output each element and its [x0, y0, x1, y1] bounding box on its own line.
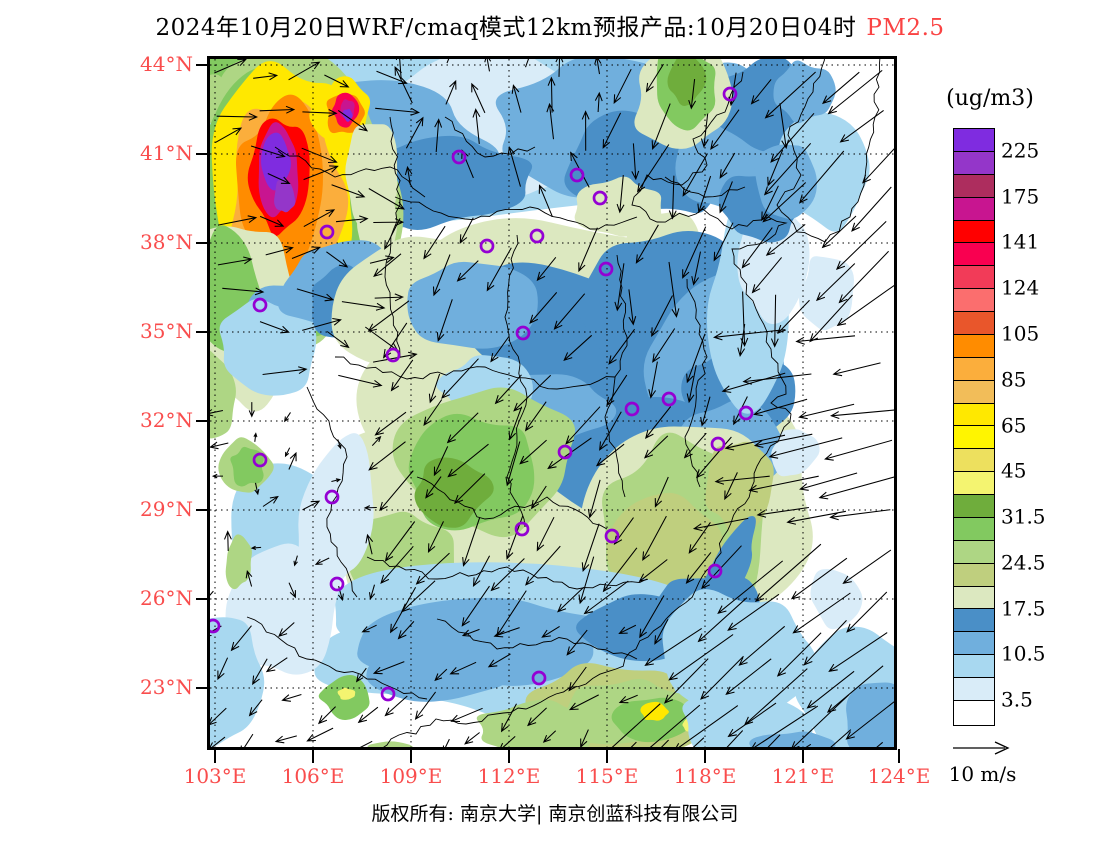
- colorbar-tick-label: 31.5: [1001, 504, 1046, 529]
- lon-label: 118°E: [673, 764, 737, 788]
- colorbar-segment: [954, 151, 994, 175]
- colorbar-tick-label: 225: [1001, 138, 1040, 163]
- colorbar-segment: [954, 197, 994, 221]
- wind-legend-label: 10 m/s: [948, 762, 1017, 786]
- colorbar: [953, 128, 995, 726]
- lon-label: 109°E: [379, 764, 443, 788]
- colorbar-segment: [954, 449, 994, 473]
- colorbar-segment: [954, 334, 994, 358]
- colorbar-segment: [954, 517, 994, 541]
- colorbar-segment: [954, 403, 994, 427]
- title-main: 2024年10月20日WRF/cmaq模式12km预报产品:10月20日04时: [155, 15, 857, 41]
- colorbar-segment: [954, 655, 994, 678]
- lat-label: 32°N: [140, 407, 193, 432]
- colorbar-segment: [954, 609, 994, 633]
- wind-vectors: [210, 59, 894, 747]
- colorbar-tick-label: 45: [1001, 458, 1027, 483]
- colorbar-segment: [954, 380, 994, 404]
- colorbar-segment: [954, 700, 994, 724]
- lat-label: 41°N: [140, 140, 193, 165]
- colorbar-segment: [954, 678, 994, 701]
- colorbar-segment: [954, 312, 994, 335]
- copyright: 版权所有: 南京大学| 南京创蓝科技有限公司: [371, 803, 739, 825]
- colorbar-segment: [954, 495, 994, 518]
- colorbar-segment: [954, 563, 994, 587]
- title-pollutant: PM2.5: [866, 15, 945, 41]
- lat-label: 35°N: [140, 318, 193, 343]
- colorbar-tick-label: 65: [1001, 413, 1027, 438]
- colorbar-tick-label: 24.5: [1001, 550, 1046, 575]
- lat-label: 38°N: [140, 229, 193, 254]
- colorbar-segment: [954, 426, 994, 450]
- pm25-field: [210, 59, 894, 747]
- coastline-boundaries: [246, 59, 881, 747]
- colorbar-segment: [954, 174, 994, 198]
- station-markers: [210, 86, 754, 702]
- colorbar-segment: [954, 632, 994, 656]
- lon-label: 112°E: [477, 764, 541, 788]
- colorbar-units: (ug/m3): [946, 86, 1034, 111]
- page-title: 2024年10月20日WRF/cmaq模式12km预报产品:10月20日04时 P…: [0, 8, 1100, 42]
- colorbar-segment: [954, 586, 994, 610]
- forecast-map: [210, 59, 894, 747]
- colorbar-tick-label: 17.5: [1001, 596, 1046, 621]
- lat-label: 26°N: [140, 585, 193, 610]
- colorbar-segment: [954, 220, 994, 244]
- lat-label: 23°N: [140, 674, 193, 699]
- map-frame: [207, 56, 897, 750]
- colorbar-segment: [954, 540, 994, 564]
- colorbar-segment: [954, 357, 994, 381]
- graticule: [210, 59, 894, 747]
- colorbar-segment: [954, 289, 994, 312]
- colorbar-segment: [954, 129, 994, 152]
- lon-label: 103°E: [183, 764, 247, 788]
- colorbar-tick-label: 85: [1001, 367, 1027, 392]
- colorbar-segment: [954, 472, 994, 495]
- lon-label: 121°E: [771, 764, 835, 788]
- lon-label: 115°E: [575, 764, 639, 788]
- colorbar-segment: [954, 243, 994, 267]
- lon-label: 124°E: [867, 764, 931, 788]
- colorbar-tick-label: 105: [1001, 321, 1040, 346]
- colorbar-tick-label: 124: [1001, 275, 1040, 300]
- lat-label: 44°N: [140, 51, 193, 76]
- colorbar-segment: [954, 266, 994, 290]
- colorbar-tick-label: 175: [1001, 184, 1040, 209]
- lat-label: 29°N: [140, 496, 193, 521]
- colorbar-tick-label: 10.5: [1001, 641, 1046, 666]
- colorbar-tick-label: 3.5: [1001, 687, 1033, 712]
- colorbar-tick-label: 141: [1001, 229, 1040, 254]
- lon-label: 106°E: [281, 764, 345, 788]
